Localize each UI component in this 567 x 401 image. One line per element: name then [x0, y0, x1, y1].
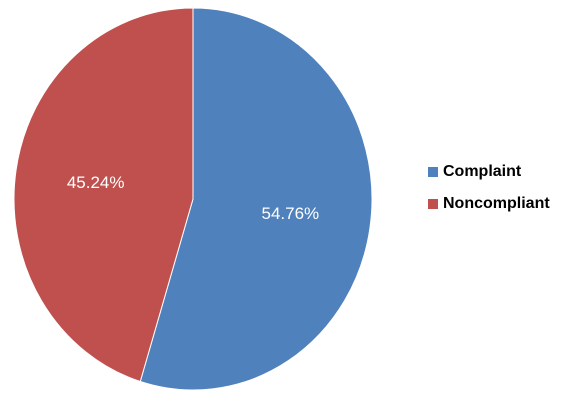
- pie-slice-labels: 54.76% 45.24%: [67, 173, 319, 223]
- legend-label-noncompliant: Noncompliant: [443, 195, 550, 212]
- pie-slices: [13, 7, 373, 391]
- slice-label-complaint: 54.76%: [262, 204, 320, 223]
- legend-item-complaint: Complaint: [428, 163, 522, 180]
- slice-label-noncompliant: 45.24%: [67, 173, 125, 192]
- legend-swatch-noncompliant: [428, 199, 438, 209]
- pie-slice-noncompliant: [13, 7, 194, 383]
- legend-label-complaint: Complaint: [443, 163, 522, 180]
- legend: Complaint Noncompliant: [428, 163, 550, 212]
- legend-item-noncompliant: Noncompliant: [428, 195, 550, 212]
- pie-slice-complaint: [139, 7, 373, 391]
- legend-swatch-complaint: [428, 167, 438, 177]
